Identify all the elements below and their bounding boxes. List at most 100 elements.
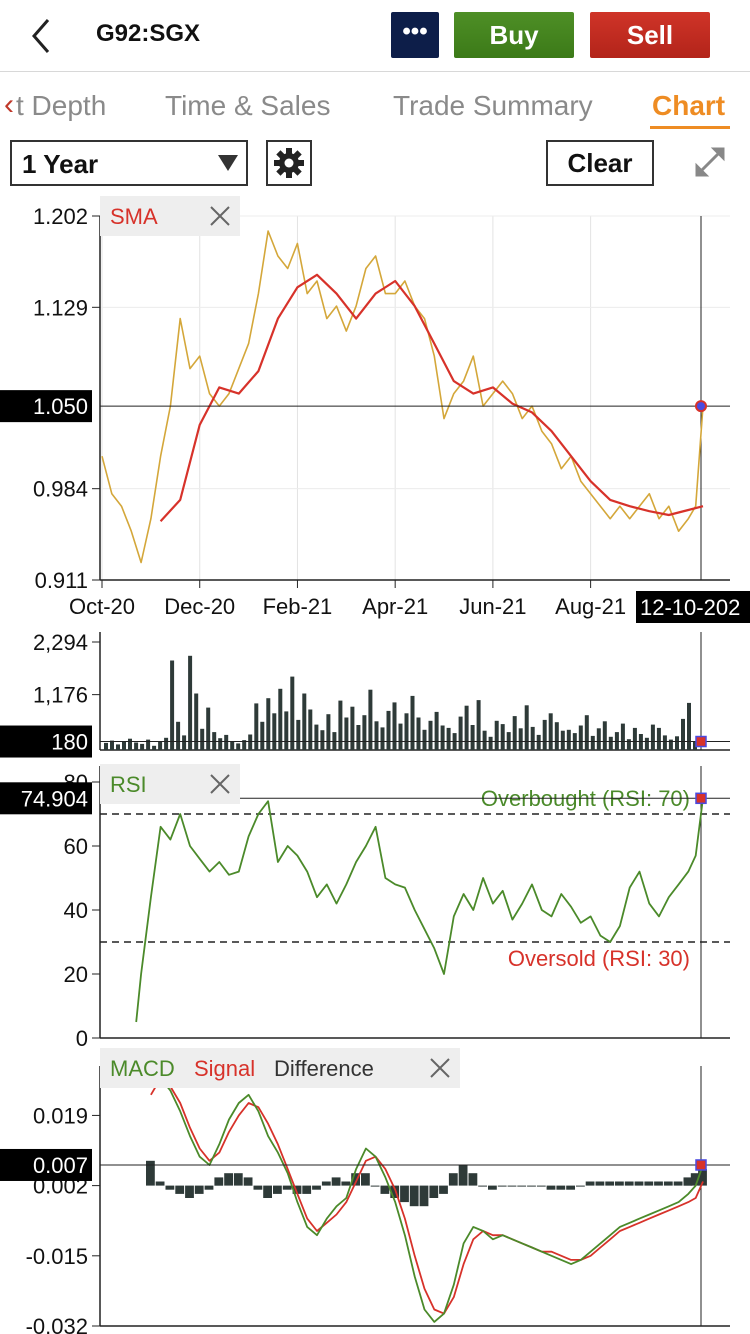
signal-line (150, 1077, 704, 1315)
volume-bar (656, 727, 661, 750)
expand-icon (695, 147, 725, 177)
y-tick-label: 1.202 (33, 204, 88, 229)
y-tick-label: 20 (64, 962, 88, 987)
volume-bar (176, 721, 181, 750)
volume-bar (242, 740, 247, 750)
volume-bar (530, 726, 535, 750)
current-value-label: 1.050 (33, 394, 88, 419)
volume-bar (236, 743, 241, 750)
y-tick-label: 1.129 (33, 295, 88, 320)
x-tick-label: Apr-21 (362, 594, 428, 619)
settings-button[interactable] (266, 140, 312, 186)
tab-time-sales[interactable]: Time & Sales (165, 90, 331, 121)
volume-bar (554, 722, 559, 750)
volume-bar (182, 735, 187, 750)
clear-button[interactable]: Clear (546, 140, 654, 186)
difference-bar (566, 1185, 575, 1190)
difference-bar (185, 1185, 194, 1198)
difference-bar (312, 1185, 321, 1190)
volume-bar (200, 728, 205, 750)
volume-bar (446, 727, 451, 750)
volume-bar (542, 719, 547, 750)
difference-bar (478, 1185, 487, 1187)
difference-bar (690, 1173, 700, 1186)
top-bar: G92:SGX ••• Buy Sell (0, 0, 750, 72)
sma-line (159, 273, 704, 522)
difference-bar (292, 1185, 302, 1194)
volume-bar (464, 705, 469, 750)
volume-bar (158, 742, 163, 750)
difference-bar (302, 1185, 312, 1194)
chevron-left-icon[interactable]: ‹ (4, 88, 14, 121)
volume-bar (524, 705, 529, 750)
sell-button[interactable]: Sell (590, 12, 710, 58)
volume-bar (512, 716, 517, 750)
price-line (101, 230, 704, 564)
macd-legend-box (100, 1048, 460, 1088)
volume-bar (632, 727, 637, 750)
crosshair-point (695, 400, 707, 413)
buy-button[interactable]: Buy (454, 12, 574, 58)
difference-bar (595, 1181, 605, 1186)
tab-market-depth[interactable]: t Depth (16, 90, 107, 121)
difference-bar (243, 1177, 253, 1186)
fullscreen-button[interactable] (690, 142, 730, 182)
volume-panel: 2,294 1,176 180 (0, 630, 730, 758)
x-tick-label: Jun-21 (459, 594, 526, 619)
y-tick-label: 1,176 (33, 683, 88, 708)
difference-bar (341, 1181, 351, 1186)
y-tick-label: 0.019 (33, 1103, 88, 1128)
volume-bar (434, 711, 439, 750)
volume-bar (224, 734, 229, 750)
difference-bar (233, 1173, 243, 1186)
volume-bar (386, 710, 391, 750)
difference-bar (165, 1185, 175, 1190)
more-options-button[interactable]: ••• (391, 12, 439, 58)
difference-bar (370, 1185, 380, 1187)
difference-bar (409, 1185, 419, 1207)
tab-chart[interactable]: Chart (652, 90, 726, 121)
tab-trade-summary[interactable]: Trade Summary (393, 90, 593, 121)
x-tick-label: Aug-21 (555, 594, 626, 619)
volume-bar (548, 713, 553, 750)
volume-bar (266, 698, 271, 750)
crosshair-point (695, 792, 707, 805)
volume-bar (278, 688, 283, 750)
difference-bar (429, 1185, 439, 1198)
volume-bar (566, 729, 571, 750)
difference-bar (400, 1185, 409, 1203)
volume-bar (254, 703, 259, 750)
y-tick-label: 0 (76, 1026, 88, 1051)
volume-bar (494, 720, 499, 750)
difference-bar (507, 1185, 517, 1187)
difference-bar (253, 1185, 263, 1190)
close-icon (430, 1058, 450, 1078)
volume-bar (428, 720, 433, 750)
current-value-label: 180 (51, 730, 88, 755)
volume-bar (662, 735, 667, 750)
y-tick-label: 60 (64, 834, 88, 859)
difference-bar (146, 1160, 155, 1186)
crosshair-date-label: 12-10-202 (640, 595, 740, 620)
close-icon (210, 206, 230, 226)
oversold-label: Oversold (RSI: 30) (508, 946, 690, 971)
volume-bar (644, 737, 649, 750)
period-select[interactable]: 1 Year (10, 140, 248, 186)
volume-bar (626, 739, 631, 750)
volume-bar (440, 725, 445, 750)
volume-bar (110, 740, 114, 750)
difference-bar (273, 1185, 282, 1194)
current-value-label: 74.904 (21, 786, 88, 811)
volume-bar (338, 700, 343, 750)
macd-line (150, 1069, 704, 1323)
back-button[interactable] (24, 12, 60, 60)
volume-bar (482, 730, 487, 750)
volume-bar (134, 742, 139, 750)
volume-bar (500, 724, 505, 750)
crosshair-date-tag (636, 591, 750, 623)
x-tick-label: Feb-21 (263, 594, 333, 619)
difference-bar (448, 1173, 458, 1186)
volume-bar (368, 689, 373, 750)
